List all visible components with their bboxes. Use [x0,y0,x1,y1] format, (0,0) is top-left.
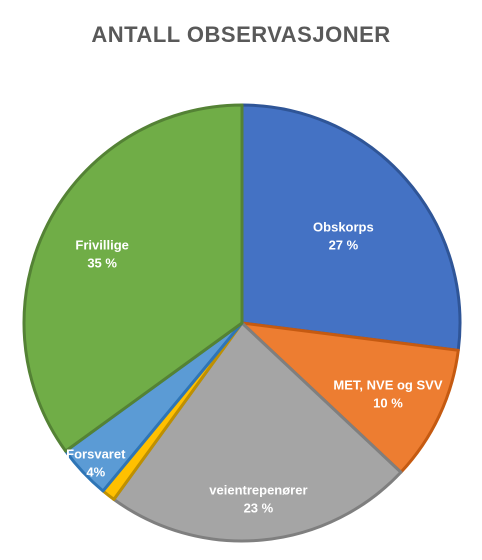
pie-slice-frivillige [22,103,244,453]
slice-name: MET, NVE og SVV [333,378,442,393]
slice-name: veientrepenører [209,483,307,498]
pie-slice-veientrepen-rer [112,321,403,543]
slice-value-label: 4% [86,464,105,479]
slice-label: MET, NVE og SVV 10 % [333,378,442,411]
slice-value-label: 27 % [329,238,359,253]
slice-name: Obskorps [313,220,374,235]
slice-value-label: 10 % [373,396,403,411]
slice-label: Forsvaret 4% [66,446,126,479]
pie-slice-obskorps [240,103,462,352]
slice-value-label: 23 % [244,501,274,516]
slice-label: Frivillige 35 % [75,238,128,271]
slice-value-label: 35 % [87,256,117,271]
slice-name: Forsvaret [66,446,126,461]
chart-title: ANTALL OBSERVASJONER [91,22,391,47]
pie-slice-met-nve-og-svv [240,321,460,474]
slice-name: Frivillige [75,238,128,253]
slice-label: Obskorps 27 % [313,220,374,253]
slice-label: veientrepenører 23 % [209,483,307,516]
